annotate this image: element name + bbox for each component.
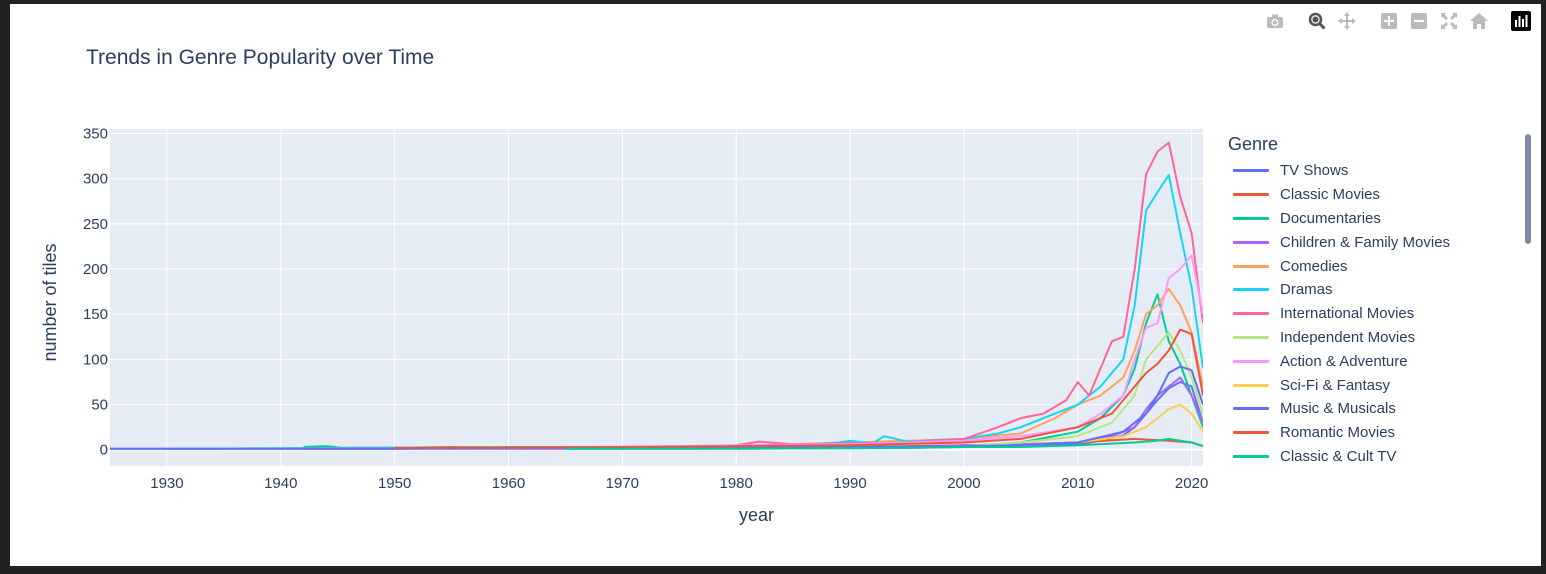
autoscale-icon[interactable] — [1437, 10, 1461, 32]
y-tick-label: 300 — [83, 171, 108, 188]
x-tick-label: 1940 — [264, 475, 297, 492]
x-tick-label: 1980 — [720, 475, 753, 492]
x-tick-label: 2000 — [947, 475, 980, 492]
legend-item[interactable]: Documentaries — [1228, 207, 1518, 231]
legend-swatch — [1233, 169, 1269, 173]
legend-label: Classic & Cult TV — [1280, 447, 1397, 465]
legend-swatch — [1233, 335, 1269, 339]
legend-item[interactable]: Classic Movies — [1228, 183, 1518, 207]
legend-item[interactable]: International Movies — [1228, 302, 1518, 326]
zoom-out-icon[interactable] — [1407, 10, 1431, 32]
x-tick-label: 2010 — [1061, 475, 1094, 492]
legend-label: TV Shows — [1280, 162, 1349, 180]
plotly-logo-icon[interactable] — [1509, 10, 1533, 32]
legend-label: International Movies — [1280, 305, 1415, 323]
legend-label: Children & Family Movies — [1280, 233, 1451, 251]
legend-swatch — [1233, 359, 1269, 363]
legend-swatch — [1233, 240, 1269, 244]
legend-swatch — [1233, 216, 1269, 220]
legend-item[interactable]: Children & Family Movies — [1228, 230, 1518, 254]
chart-frame: Trends in Genre Popularity over Time 193… — [10, 4, 1541, 566]
x-tick-label: 1990 — [833, 475, 866, 492]
legend-item[interactable]: Independent Movies — [1228, 326, 1518, 350]
x-tick-label: 1970 — [606, 475, 639, 492]
legend-item[interactable]: Romantic Movies — [1228, 421, 1518, 445]
legend-item[interactable]: Comedies — [1228, 254, 1518, 278]
legend: Genre TV Shows Classic Movies Documentarie… — [1228, 134, 1518, 468]
series-group — [110, 141, 1203, 450]
y-axis-title: number of tiles — [40, 243, 60, 361]
legend-item[interactable]: Music & Musicals — [1228, 397, 1518, 421]
legend-item[interactable]: Sci-Fi & Fantasy — [1228, 373, 1518, 397]
y-tick-label: 50 — [91, 397, 108, 414]
series-line-11[interactable] — [394, 328, 1203, 449]
pan-icon[interactable] — [1335, 10, 1359, 32]
legend-label: Comedies — [1280, 257, 1348, 275]
legend-swatch — [1233, 383, 1269, 387]
legend-item[interactable]: Classic & Cult TV — [1228, 445, 1518, 469]
home-icon[interactable] — [1467, 10, 1491, 32]
plot-area — [110, 129, 1203, 466]
x-tick-label: 1930 — [150, 475, 183, 492]
y-tick-label: 100 — [83, 351, 108, 368]
y-tick-label: 250 — [83, 216, 108, 233]
y-tick-label: 150 — [83, 306, 108, 323]
zoom-in-icon[interactable] — [1377, 10, 1401, 32]
x-axis-title: year — [739, 505, 774, 525]
legend-swatch — [1233, 288, 1269, 292]
x-tick-label: 1950 — [378, 475, 411, 492]
legend-label: Classic Movies — [1280, 186, 1381, 204]
chart-title: Trends in Genre Popularity over Time — [86, 46, 435, 69]
legend-label: Music & Musicals — [1280, 400, 1396, 418]
zoom-icon[interactable] — [1305, 10, 1329, 32]
legend-swatch — [1233, 431, 1269, 435]
x-tick-label: 2020 — [1175, 475, 1208, 492]
legend-title: Genre — [1228, 134, 1279, 154]
camera-icon[interactable] — [1263, 10, 1287, 32]
y-tick-label: 350 — [83, 126, 108, 143]
legend-swatch — [1233, 193, 1269, 197]
legend-label: Action & Adventure — [1280, 352, 1408, 370]
legend-swatch — [1233, 407, 1269, 411]
series-line-12[interactable] — [565, 437, 1203, 450]
line-chart: 1930 1940 1950 1960 1970 1980 1990 2000 2010 2020… — [40, 126, 1208, 525]
legend-label: Sci-Fi & Fantasy — [1280, 376, 1391, 394]
legend-item[interactable]: Action & Adventure — [1228, 349, 1518, 373]
legend-label: Documentaries — [1280, 209, 1381, 227]
legend-item[interactable]: TV Shows — [1228, 159, 1518, 183]
legend-scrollbar[interactable] — [1525, 134, 1531, 244]
y-tick-label: 0 — [100, 442, 108, 459]
legend-swatch — [1233, 312, 1269, 316]
legend-swatch — [1233, 264, 1269, 268]
legend-label: Dramas — [1280, 281, 1333, 299]
y-tick-label: 200 — [83, 261, 108, 278]
legend-item[interactable]: Dramas — [1228, 278, 1518, 302]
legend-label: Romantic Movies — [1280, 424, 1396, 442]
legend-label: Independent Movies — [1280, 328, 1416, 346]
legend-swatch — [1233, 454, 1269, 458]
x-tick-label: 1960 — [492, 475, 525, 492]
modebar — [1263, 10, 1533, 32]
